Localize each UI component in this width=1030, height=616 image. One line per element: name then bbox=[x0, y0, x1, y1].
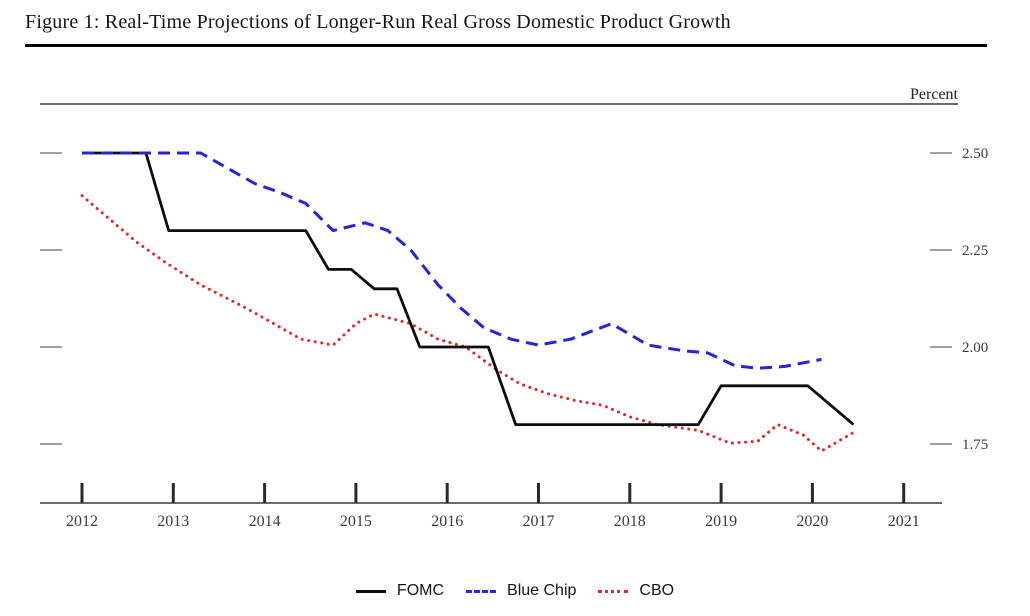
blue-chip-line bbox=[82, 151, 822, 370]
x-tick-label: 2021 bbox=[888, 513, 920, 530]
x-tick-label: 2020 bbox=[796, 513, 828, 530]
x-tick-label: 2016 bbox=[431, 513, 463, 530]
title-rule bbox=[25, 44, 987, 47]
x-tick-label: 2012 bbox=[66, 513, 98, 530]
y-tick-label: 1.75 bbox=[962, 437, 988, 453]
x-tick-label: 2018 bbox=[614, 513, 646, 530]
y-tick-label: 2.00 bbox=[962, 340, 988, 356]
legend-label-blue-chip: Blue Chip bbox=[507, 582, 577, 599]
legend-label-fomc: FOMC bbox=[396, 582, 445, 599]
x-tick-label: 2017 bbox=[523, 513, 555, 530]
x-tick-label: 2014 bbox=[249, 513, 281, 530]
x-tick-label: 2019 bbox=[705, 513, 737, 530]
blue-chip-line-swatch bbox=[466, 589, 497, 593]
figure-title: Figure 1: Real-Time Projections of Longe… bbox=[25, 11, 731, 33]
legend-item-fomc: FOMC bbox=[355, 582, 445, 599]
x-tick-label: 2013 bbox=[157, 513, 189, 530]
chart-plot-area: 2012 2013 2014 2015 2016 2017 2018 2019 2020 2021… bbox=[40, 103, 988, 530]
chart-legend: FOMC Blue Chip CBO bbox=[0, 576, 1030, 606]
legend-item-cbo: CBO bbox=[598, 583, 674, 599]
x-tick-label: 2015 bbox=[340, 513, 372, 530]
y-tick-label: 2.25 bbox=[962, 243, 988, 259]
percent-label: Percent bbox=[910, 86, 959, 103]
legend-label-cbo: CBO bbox=[639, 582, 675, 599]
cbo-line bbox=[80, 194, 855, 453]
y-tick-label: 2.50 bbox=[962, 146, 988, 162]
legend-item-blue-chip: Blue Chip bbox=[466, 583, 576, 599]
fomc-line bbox=[82, 151, 855, 426]
cbo-line-swatch bbox=[598, 589, 629, 593]
fomc-line-swatch bbox=[355, 589, 386, 593]
